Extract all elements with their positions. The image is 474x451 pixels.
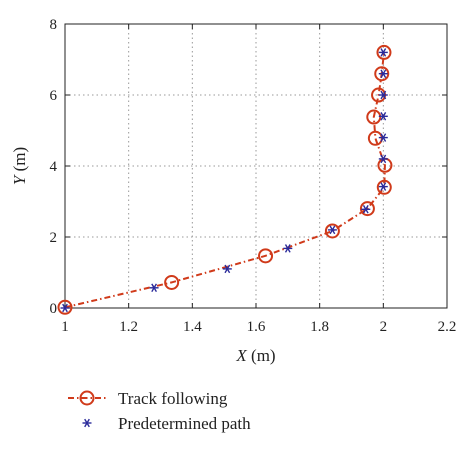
y-tick-label: 2 [50, 230, 58, 246]
x-axis-var: X [235, 346, 247, 365]
track-following-point [366, 109, 382, 125]
x-tick-labels: 1 1.2 1.4 1.6 1.8 2 2.2 [61, 319, 456, 335]
y-tick-label: 0 [50, 301, 58, 317]
predetermined-path-point [378, 48, 388, 57]
y-tick-label: 8 [50, 17, 58, 33]
y-tick-label: 4 [50, 159, 58, 175]
predetermined-path-point [222, 264, 232, 274]
y-axis-title: Y (m) [10, 147, 29, 185]
series-predetermined-path [60, 48, 388, 313]
y-tick-labels: 0 2 4 6 8 [50, 17, 58, 317]
legend-path-marker [82, 418, 92, 428]
predetermined-path-point [378, 133, 388, 142]
track-following-point [164, 274, 180, 290]
predetermined-path-point [378, 154, 388, 164]
x-axis-title: X (m) [235, 346, 275, 365]
predetermined-path-point [378, 69, 388, 78]
axis-ticks [64, 23, 448, 309]
track-following-point [359, 201, 375, 217]
track-following-point [376, 44, 392, 60]
y-axis-var: Y [10, 174, 29, 185]
track-following-point [57, 299, 73, 315]
track-following-point [258, 248, 274, 264]
legend: Track following Predetermined path [68, 389, 251, 433]
x-tick-label: 1.2 [119, 319, 138, 335]
y-axis-unit: (m) [10, 147, 29, 176]
predetermined-path-point [283, 244, 293, 253]
predetermined-path-point [327, 225, 337, 235]
x-axis-unit: (m) [247, 346, 276, 365]
legend-path-label: Predetermined path [118, 414, 251, 433]
x-tick-label: 1.4 [183, 319, 202, 335]
track-following-point [374, 66, 390, 82]
x-tick-label: 1.8 [310, 319, 329, 335]
x-tick-label: 1 [61, 319, 69, 335]
predetermined-path-point [149, 283, 159, 293]
track-following-point [324, 223, 340, 239]
x-tick-label: 2 [380, 319, 388, 335]
track-following-point [367, 130, 383, 146]
predetermined-path-point [361, 205, 371, 214]
predetermined-path-point [60, 303, 70, 313]
x-tick-label: 1.6 [247, 319, 266, 335]
y-tick-label: 6 [50, 88, 58, 104]
legend-track-label: Track following [118, 389, 228, 408]
predetermined-path-point [378, 182, 388, 191]
track-following-line [64, 52, 386, 309]
predetermined-path-point [378, 112, 388, 121]
grid [65, 24, 447, 308]
legend-track-marker [79, 390, 95, 406]
predetermined-path-point [378, 90, 388, 100]
x-tick-label: 2.2 [438, 319, 457, 335]
track-following-point [376, 179, 392, 195]
